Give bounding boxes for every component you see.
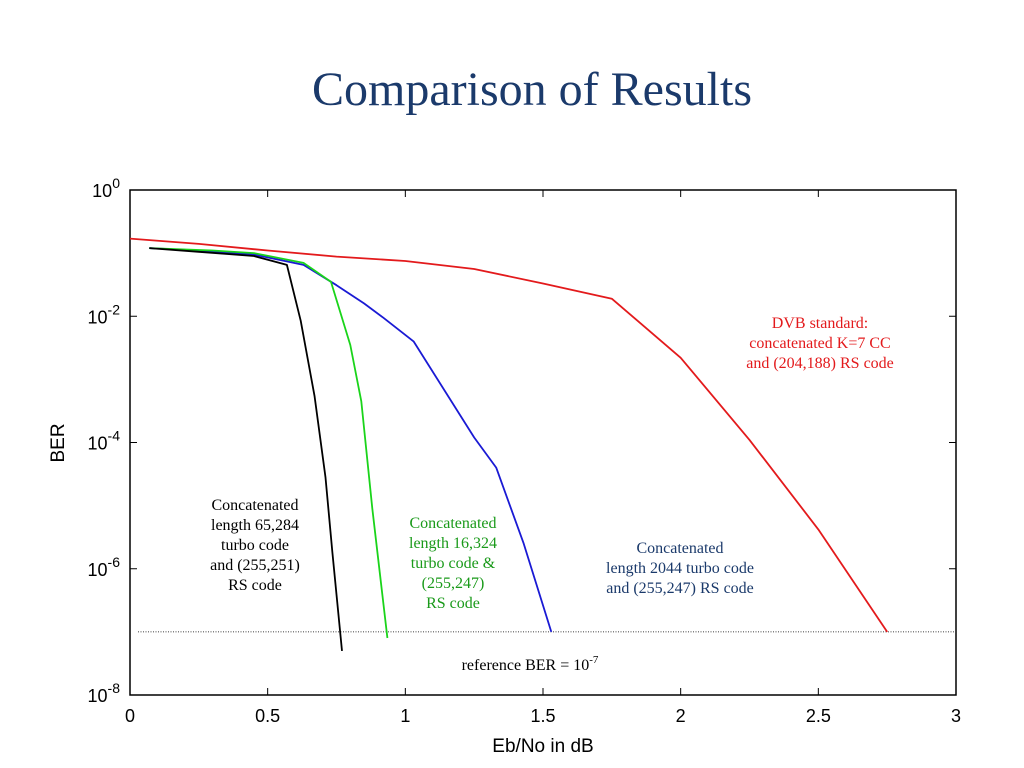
turbo-16324-annotation-line: RS code [426, 595, 480, 612]
dvb-standard-annotation-line: DVB standard: [772, 315, 868, 332]
dvb-standard-annotation-line: and (204,188) RS code [746, 355, 894, 372]
reference-ber-label: reference BER = 10-7 [462, 654, 599, 674]
x-tick-label: 0.5 [255, 706, 280, 726]
y-axis-label: BER [48, 423, 69, 462]
x-axis-label: Eb/No in dB [492, 736, 593, 757]
y-tick-label: 10-4 [88, 428, 121, 454]
x-tick-label: 2 [676, 706, 686, 726]
x-tick-label: 3 [951, 706, 961, 726]
x-tick-label: 1.5 [530, 706, 555, 726]
turbo-2044-line [149, 247, 553, 633]
turbo-2044-annotation-line: length 2044 turbo code [606, 560, 754, 577]
y-tick-label: 10-2 [88, 301, 121, 327]
dvb-standard-annotation-line: concatenated K=7 CC [749, 335, 890, 352]
turbo-65284-annotation-line: Concatenated [211, 497, 298, 514]
y-tick-label: 100 [92, 175, 120, 201]
turbo-16324-annotation-line: (255,247) [422, 575, 485, 592]
y-tick-label: 10-6 [88, 554, 121, 580]
turbo-65284-annotation-line: turbo code [221, 537, 289, 554]
turbo-65284-annotation-line: RS code [228, 577, 282, 594]
turbo-16324-line [149, 247, 389, 639]
turbo-2044-annotation-line: and (255,247) RS code [606, 580, 754, 597]
x-tick-label: 1 [400, 706, 410, 726]
turbo-65284-annotation-line: length 65,284 [211, 517, 299, 534]
slide-title: Comparison of Results [312, 63, 752, 116]
turbo-65284-line [149, 247, 343, 651]
turbo-65284-annotation-line: and (255,251) [210, 557, 300, 574]
y-tick-label: 10-8 [88, 680, 121, 706]
turbo-16324-annotation-line: Concatenated [409, 515, 496, 532]
turbo-16324-annotation-line: length 16,324 [409, 535, 497, 552]
turbo-2044-annotation-line: Concatenated [636, 540, 723, 557]
plot-frame [129, 189, 957, 696]
x-tick-label: 0 [125, 706, 135, 726]
dvb-standard-line [129, 237, 888, 633]
turbo-16324-annotation-line: turbo code & [411, 555, 496, 572]
x-tick-label: 2.5 [806, 706, 831, 726]
